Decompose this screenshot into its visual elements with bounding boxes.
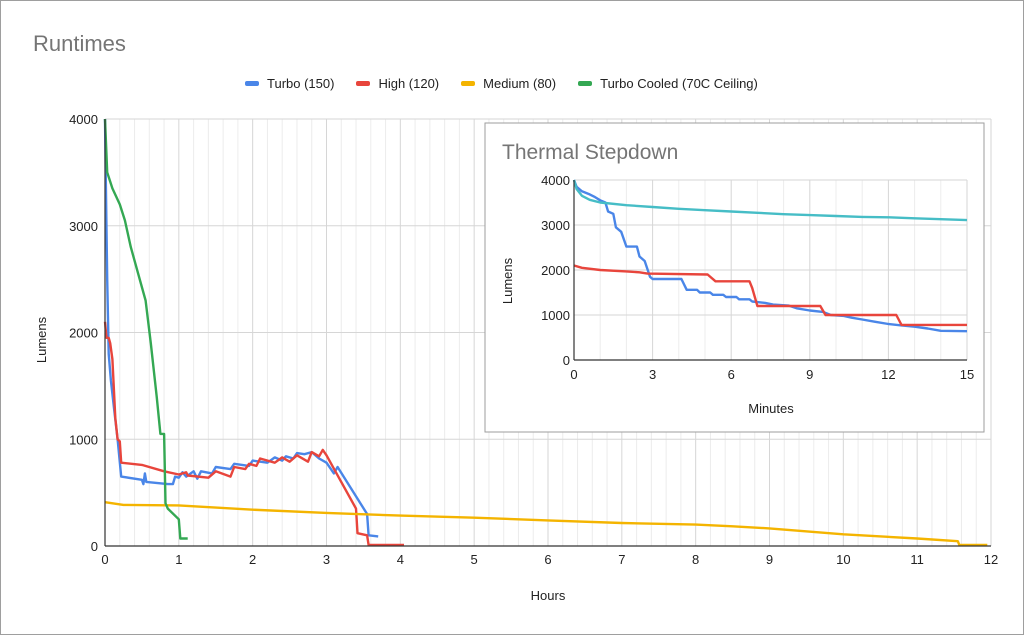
y-tick-label: 4000 [541, 173, 570, 188]
series-line-high-120[interactable] [573, 264, 967, 327]
x-tick-label: 4 [397, 552, 404, 567]
legend-item-turbo-cooled[interactable]: Turbo Cooled (70C Ceiling) [578, 76, 758, 91]
y-tick-label: 2000 [69, 326, 98, 341]
legend-label-high: High (120) [378, 76, 440, 91]
x-tick-label: 6 [728, 367, 735, 382]
main-y-axis-title: Lumens [34, 316, 49, 363]
x-tick-label: 11 [910, 552, 924, 567]
legend-item-turbo[interactable]: Turbo (150) [245, 76, 334, 91]
legend: Turbo (150) High (120) Medium (80) Turbo… [245, 76, 780, 91]
x-tick-label: 15 [960, 367, 974, 382]
x-tick-label: 3 [323, 552, 330, 567]
x-tick-label: 0 [570, 367, 577, 382]
chart-title: Runtimes [33, 31, 126, 56]
x-tick-label: 12 [984, 552, 998, 567]
x-tick-label: 3 [649, 367, 656, 382]
x-tick-label: 0 [101, 552, 108, 567]
inset-gridlines [573, 179, 968, 360]
inset-series-group [572, 179, 968, 333]
x-tick-label: 2 [249, 552, 256, 567]
y-tick-label: 4000 [69, 112, 98, 127]
legend-swatch-high [356, 81, 371, 86]
y-tick-label: 3000 [69, 219, 98, 234]
series-line-turbo-150[interactable] [572, 179, 968, 333]
series-line-turbo-cooled-70c-ceiling[interactable] [103, 118, 188, 540]
inset-chart-title: Thermal Stepdown [502, 141, 678, 164]
x-tick-label: 8 [692, 552, 699, 567]
series-line-medium-80[interactable] [104, 501, 988, 547]
legend-label-turbo: Turbo (150) [267, 76, 335, 91]
main-x-axis-title: Hours [531, 588, 566, 603]
legend-swatch-medium [461, 81, 476, 86]
inset-y-axis-title: Lumens [500, 257, 515, 304]
y-tick-label: 2000 [541, 263, 570, 278]
x-tick-label: 5 [471, 552, 478, 567]
x-tick-label: 9 [766, 552, 773, 567]
inset-axes: 0 3 6 9 12 15 0 1000 2000 3000 4000 [541, 173, 974, 382]
legend-item-medium[interactable]: Medium (80) [461, 76, 556, 91]
legend-label-medium: Medium (80) [483, 76, 557, 91]
main-series-group [103, 118, 988, 547]
x-tick-label: 1 [175, 552, 182, 567]
inset-x-axis-title: Minutes [748, 401, 794, 416]
y-tick-label: 3000 [541, 218, 570, 233]
x-tick-label: 7 [618, 552, 625, 567]
x-tick-label: 9 [806, 367, 813, 382]
y-tick-label: 0 [563, 353, 570, 368]
legend-swatch-turbo [245, 81, 259, 86]
y-tick-label: 0 [91, 539, 98, 554]
legend-label-turbo-cooled: Turbo Cooled (70C Ceiling) [600, 76, 758, 91]
x-tick-label: 12 [881, 367, 895, 382]
y-tick-label: 1000 [541, 308, 570, 323]
inset-chart-frame [484, 122, 985, 433]
y-tick-label: 1000 [69, 432, 98, 447]
x-tick-label: 10 [836, 552, 850, 567]
x-tick-label: 6 [544, 552, 551, 567]
legend-swatch-turbo-cooled [578, 81, 593, 86]
legend-item-high[interactable]: High (120) [356, 76, 439, 91]
series-line-turbo-cooled-70c-ceiling[interactable] [572, 179, 968, 222]
series-line-high-120[interactable] [103, 321, 404, 547]
